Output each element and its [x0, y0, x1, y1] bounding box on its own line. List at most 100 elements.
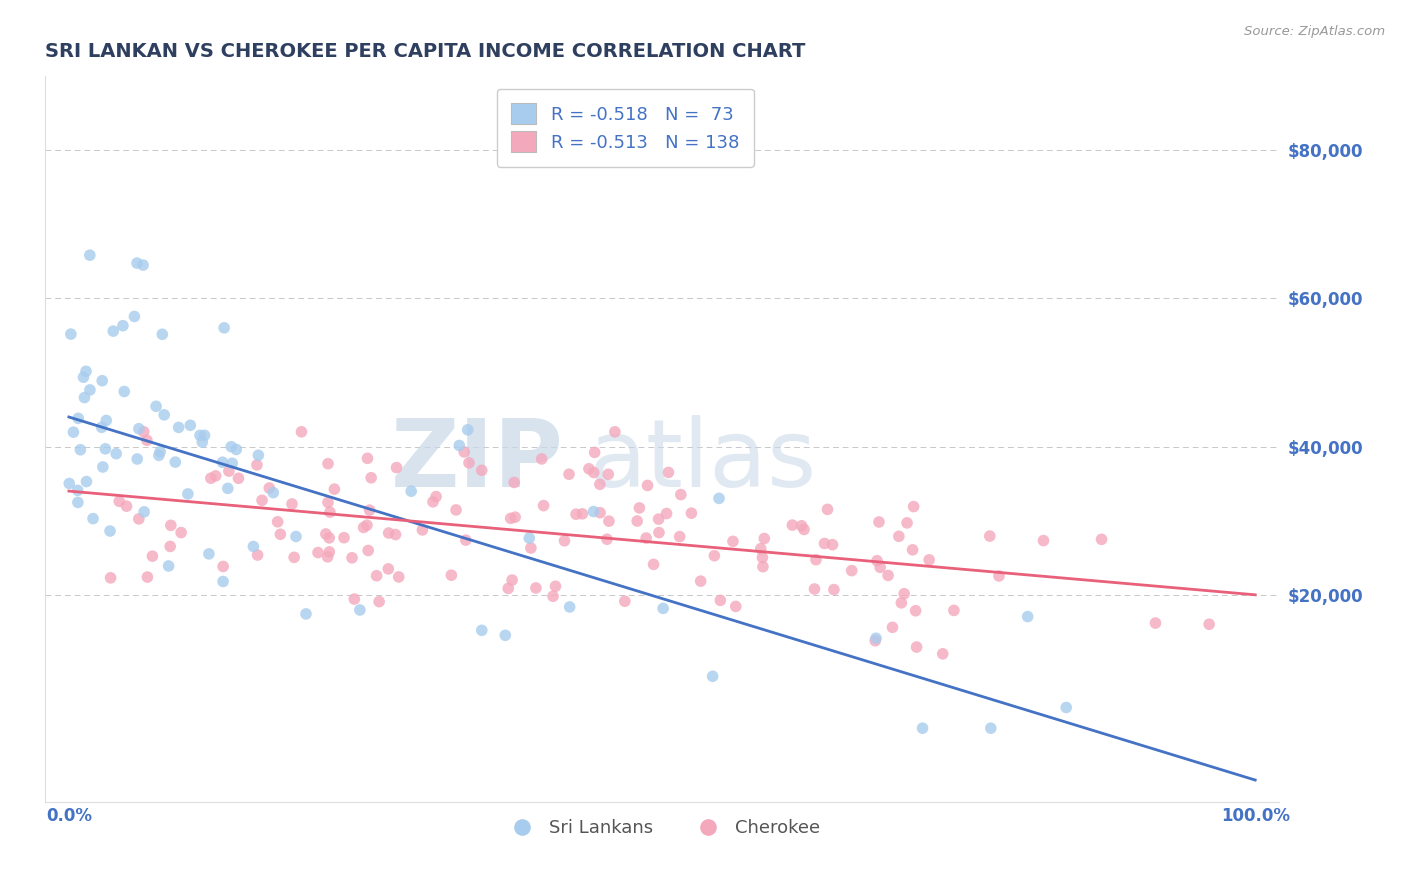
- Point: [865, 632, 887, 646]
- Point: [904, 604, 927, 618]
- Point: [132, 425, 155, 439]
- Point: [269, 527, 291, 541]
- Point: [315, 527, 337, 541]
- Point: [471, 463, 494, 477]
- Point: [157, 559, 180, 574]
- Point: [124, 310, 146, 324]
- Point: [702, 669, 724, 683]
- Point: [228, 471, 250, 485]
- Point: [598, 467, 620, 482]
- Point: [494, 628, 516, 642]
- Point: [127, 452, 149, 467]
- Point: [754, 532, 776, 546]
- Point: [94, 442, 117, 456]
- Point: [359, 503, 381, 517]
- Point: [643, 558, 665, 572]
- Point: [316, 457, 339, 471]
- Point: [103, 324, 125, 338]
- Point: [903, 500, 925, 514]
- Point: [636, 531, 658, 545]
- Point: [749, 541, 772, 556]
- Point: [58, 476, 80, 491]
- Point: [709, 593, 731, 607]
- Point: [323, 482, 346, 496]
- Point: [132, 258, 155, 272]
- Point: [105, 447, 128, 461]
- Point: [136, 570, 159, 584]
- Point: [657, 466, 679, 480]
- Point: [217, 482, 239, 496]
- Point: [79, 383, 101, 397]
- Point: [454, 533, 477, 547]
- Point: [333, 531, 356, 545]
- Point: [377, 562, 399, 576]
- Point: [1198, 617, 1220, 632]
- Point: [170, 525, 193, 540]
- Point: [628, 500, 651, 515]
- Point: [366, 568, 388, 582]
- Point: [804, 552, 827, 566]
- Point: [125, 256, 148, 270]
- Point: [219, 440, 242, 454]
- Point: [191, 435, 214, 450]
- Point: [863, 633, 886, 648]
- Point: [422, 495, 444, 509]
- Text: ZIP: ZIP: [391, 415, 564, 507]
- Point: [135, 434, 157, 448]
- Point: [589, 506, 612, 520]
- Point: [75, 364, 97, 378]
- Point: [281, 497, 304, 511]
- Point: [411, 523, 433, 537]
- Point: [721, 534, 744, 549]
- Point: [558, 599, 581, 614]
- Point: [357, 543, 380, 558]
- Point: [148, 448, 170, 462]
- Point: [751, 550, 773, 565]
- Point: [596, 533, 619, 547]
- Point: [1032, 533, 1054, 548]
- Point: [388, 570, 411, 584]
- Point: [652, 601, 675, 615]
- Point: [262, 485, 284, 500]
- Point: [159, 540, 181, 554]
- Point: [901, 542, 924, 557]
- Point: [145, 400, 167, 414]
- Point: [1054, 700, 1077, 714]
- Point: [932, 647, 955, 661]
- Point: [153, 408, 176, 422]
- Point: [669, 487, 692, 501]
- Point: [399, 484, 422, 499]
- Point: [177, 487, 200, 501]
- Point: [655, 507, 678, 521]
- Point: [823, 582, 845, 597]
- Point: [558, 467, 581, 482]
- Point: [128, 512, 150, 526]
- Point: [440, 568, 463, 582]
- Point: [707, 491, 730, 506]
- Point: [290, 425, 312, 439]
- Point: [868, 515, 890, 529]
- Point: [246, 548, 269, 562]
- Point: [82, 511, 104, 525]
- Point: [453, 445, 475, 459]
- Point: [307, 545, 329, 559]
- Point: [841, 564, 863, 578]
- Point: [340, 550, 363, 565]
- Point: [496, 582, 519, 596]
- Point: [520, 541, 543, 555]
- Point: [112, 384, 135, 399]
- Point: [524, 581, 547, 595]
- Point: [246, 458, 269, 472]
- Point: [91, 374, 114, 388]
- Point: [918, 553, 941, 567]
- Point: [499, 511, 522, 525]
- Point: [578, 462, 600, 476]
- Point: [752, 559, 775, 574]
- Text: atlas: atlas: [588, 415, 817, 507]
- Point: [979, 529, 1001, 543]
- Point: [503, 510, 526, 524]
- Point: [111, 318, 134, 333]
- Point: [66, 483, 89, 498]
- Point: [582, 466, 605, 480]
- Point: [782, 518, 804, 533]
